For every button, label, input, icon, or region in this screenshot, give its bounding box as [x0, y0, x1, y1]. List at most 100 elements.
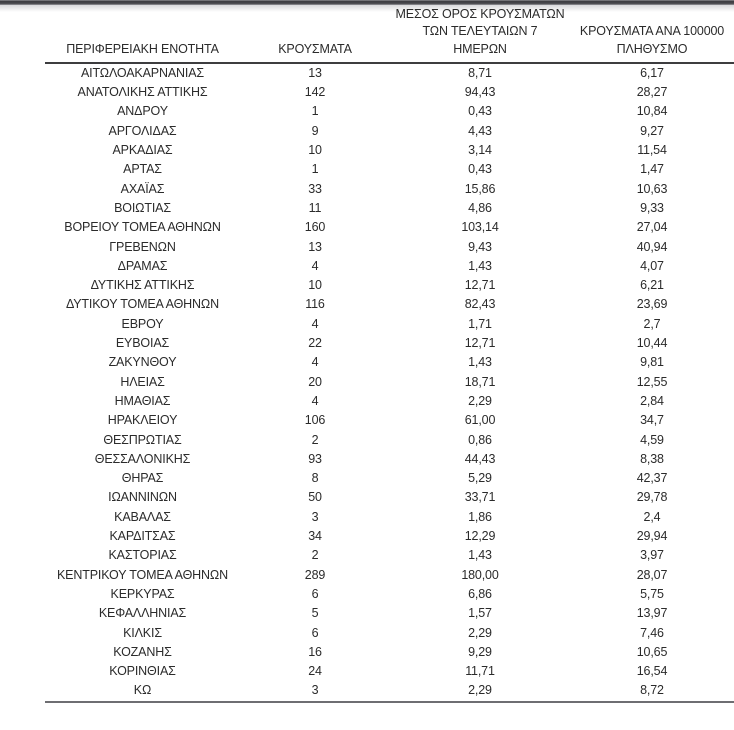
- region-cell: ΑΡΚΑΔΙΑΣ: [112, 143, 173, 158]
- cases-cell: 1: [311, 104, 319, 119]
- region-cell: ΕΥΒΟΙΑΣ: [115, 336, 170, 351]
- table-row: ΔΥΤΙΚΟΥ ΤΟΜΕΑ ΑΘΗΝΩΝ 116 82,43 23,69: [45, 295, 734, 314]
- per100k-cell: 4,59: [640, 432, 664, 447]
- table-row: ΚΕΡΚΥΡΑΣ 6 6,86 5,75: [45, 585, 734, 604]
- cases-cell: 11: [308, 200, 322, 215]
- table-row: ΙΩΑΝΝΙΝΩΝ 50 33,71 29,78: [45, 488, 734, 507]
- per100k-cell: 29,78: [636, 490, 668, 505]
- per100k-cell: 6,17: [640, 65, 664, 80]
- avg7-cell: 94,43: [464, 85, 496, 100]
- avg7-cell: 1,57: [468, 606, 492, 621]
- cases-cell: 116: [305, 297, 325, 312]
- region-cell: ΚΟΡΙΝΘΙΑΣ: [109, 664, 176, 679]
- region-cell: ΒΟΙΩΤΙΑΣ: [114, 200, 171, 215]
- table-row: ΖΑΚΥΝΘΟΥ 4 1,43 9,81: [45, 353, 734, 372]
- avg7-cell: 2,29: [468, 625, 492, 640]
- per100k-cell: 3,97: [640, 548, 664, 563]
- cases-cell: 142: [304, 85, 326, 100]
- per100k-cell: 8,72: [640, 683, 664, 698]
- cases-cell: 4: [311, 316, 319, 331]
- per100k-cell: 2,84: [640, 393, 664, 408]
- table-row: ΗΜΑΘΙΑΣ 4 2,29 2,84: [45, 392, 734, 411]
- column-header-region: ΠΕΡΙΦΕΡΕΙΑΚΗ ΕΝΟΤΗΤΑ: [45, 6, 240, 64]
- table-row: ΔΡΑΜΑΣ 4 1,43 4,07: [45, 257, 734, 276]
- region-cell: ΑΝΔΡΟΥ: [117, 104, 168, 119]
- region-cell: ΔΡΑΜΑΣ: [117, 258, 168, 273]
- table-row: ΚΑΒΑΛΑΣ 3 1,86 2,4: [45, 508, 734, 527]
- table-row: ΚΩ 3 2,29 8,72: [45, 681, 734, 701]
- table-row: ΘΕΣΣΑΛΟΝΙΚΗΣ 93 44,43 8,38: [45, 450, 734, 469]
- column-header-per100k: ΚΡΟΥΣΜΑΤΑ ΑΝΑ 100000 ΠΛΗΘΥΣΜΟ: [570, 6, 734, 64]
- avg7-cell: 44,43: [464, 451, 496, 466]
- region-cell: ΒΟΡΕΙΟΥ ΤΟΜΕΑ ΑΘΗΝΩΝ: [64, 220, 221, 235]
- table-header-row: ΠΕΡΙΦΕΡΕΙΑΚΗ ΕΝΟΤΗΤΑ ΚΡΟΥΣΜΑΤΑ ΜΕΣΟΣ ΟΡΟ…: [45, 6, 734, 64]
- avg7-cell: 33,71: [464, 490, 496, 505]
- per100k-cell: 9,27: [640, 123, 664, 138]
- avg7-cell: 4,43: [468, 123, 492, 138]
- region-cell: ΚΑΡΔΙΤΣΑΣ: [109, 529, 176, 544]
- cases-cell: 22: [308, 336, 322, 351]
- avg7-cell: 103,14: [461, 220, 499, 235]
- region-cell: ΗΡΑΚΛΕΙΟΥ: [107, 413, 178, 428]
- per100k-cell: 2,7: [643, 316, 661, 331]
- avg7-cell: 18,71: [464, 374, 496, 389]
- region-cell: ΘΕΣΣΑΛΟΝΙΚΗΣ: [94, 451, 191, 466]
- avg7-cell: 0,86: [468, 432, 492, 447]
- avg7-cell: 2,29: [468, 683, 492, 698]
- cases-cell: 33: [308, 181, 322, 196]
- cases-cell: 20: [308, 374, 322, 389]
- cases-cell: 13: [308, 239, 322, 254]
- cases-cell: 24: [308, 664, 322, 679]
- per100k-cell: 5,75: [640, 586, 664, 601]
- table-body: ΑΙΤΩΛΟΑΚΑΡΝΑΝΙΑΣ 13 8,71 6,17 ΑΝΑΤΟΛΙΚΗΣ…: [45, 63, 734, 702]
- table-row: ΗΛΕΙΑΣ 20 18,71 12,55: [45, 373, 734, 392]
- region-cell: ΙΩΑΝΝΙΝΩΝ: [108, 490, 177, 505]
- table-row: ΔΥΤΙΚΗΣ ΑΤΤΙΚΗΣ 10 12,71 6,21: [45, 276, 734, 295]
- avg7-cell: 12,29: [464, 529, 496, 544]
- cases-cell: 5: [311, 606, 319, 621]
- region-cell: ΚΕΦΑΛΛΗΝΙΑΣ: [98, 606, 187, 621]
- per100k-cell: 7,46: [640, 625, 664, 640]
- cases-cell: 4: [311, 258, 319, 273]
- avg7-cell: 2,29: [468, 393, 492, 408]
- table-row: ΒΟΙΩΤΙΑΣ 11 4,86 9,33: [45, 199, 734, 218]
- per100k-cell: 13,97: [636, 606, 668, 621]
- avg7-cell: 11,71: [465, 664, 495, 679]
- avg7-cell: 9,29: [468, 644, 492, 659]
- cases-cell: 6: [311, 586, 319, 601]
- region-cell: ΑΙΤΩΛΟΑΚΑΡΝΑΝΙΑΣ: [80, 65, 205, 80]
- avg7-cell: 1,43: [468, 258, 492, 273]
- avg7-cell: 6,86: [468, 586, 492, 601]
- avg7-cell: 4,86: [468, 200, 492, 215]
- table-row: ΚΕΝΤΡΙΚΟΥ ΤΟΜΕΑ ΑΘΗΝΩΝ 289 180,00 28,07: [45, 566, 734, 585]
- region-cell: ΑΡΤΑΣ: [123, 162, 162, 177]
- per100k-cell: 10,84: [636, 104, 668, 119]
- table-row: ΚΕΦΑΛΛΗΝΙΑΣ 5 1,57 13,97: [45, 604, 734, 623]
- region-cell: ΑΧΑΪΑΣ: [120, 181, 165, 196]
- per100k-cell: 9,33: [640, 200, 664, 215]
- cases-cell: 8: [311, 471, 319, 486]
- table-row: ΚΟΖΑΝΗΣ 16 9,29 10,65: [45, 643, 734, 662]
- region-cell: ΚΑΒΑΛΑΣ: [114, 509, 171, 524]
- per100k-cell: 10,65: [636, 644, 668, 659]
- column-header-avg7: ΜΕΣΟΣ ΟΡΟΣ ΚΡΟΥΣΜΑΤΩΝ ΤΩΝ ΤΕΛΕΥΤΑΙΩΝ 7 Η…: [390, 6, 570, 64]
- avg7-cell: 61,00: [464, 413, 496, 428]
- table-row: ΚΑΣΤΟΡΙΑΣ 2 1,43 3,97: [45, 546, 734, 565]
- avg7-cell: 1,43: [468, 355, 492, 370]
- per100k-cell: 8,38: [640, 451, 664, 466]
- table-row: ΗΡΑΚΛΕΙΟΥ 106 61,00 34,7: [45, 411, 734, 430]
- avg7-cell: 0,43: [468, 162, 492, 177]
- region-cell: ΚΙΛΚΙΣ: [123, 625, 162, 640]
- region-cell: ΑΡΓΟΛΙΔΑΣ: [108, 123, 177, 138]
- region-cell: ΕΒΡΟΥ: [121, 316, 164, 331]
- cases-cell: 93: [308, 451, 322, 466]
- region-cell: ΔΥΤΙΚΗΣ ΑΤΤΙΚΗΣ: [90, 278, 195, 293]
- cases-cell: 106: [304, 413, 326, 428]
- table-row: ΓΡΕΒΕΝΩΝ 13 9,43 40,94: [45, 238, 734, 257]
- cases-cell: 289: [304, 567, 326, 582]
- cases-cell: 16: [308, 644, 322, 659]
- column-header-cases: ΚΡΟΥΣΜΑΤΑ: [240, 6, 390, 64]
- cases-cell: 3: [311, 509, 319, 524]
- avg7-cell: 82,43: [464, 297, 496, 312]
- avg7-cell: 1,71: [468, 316, 492, 331]
